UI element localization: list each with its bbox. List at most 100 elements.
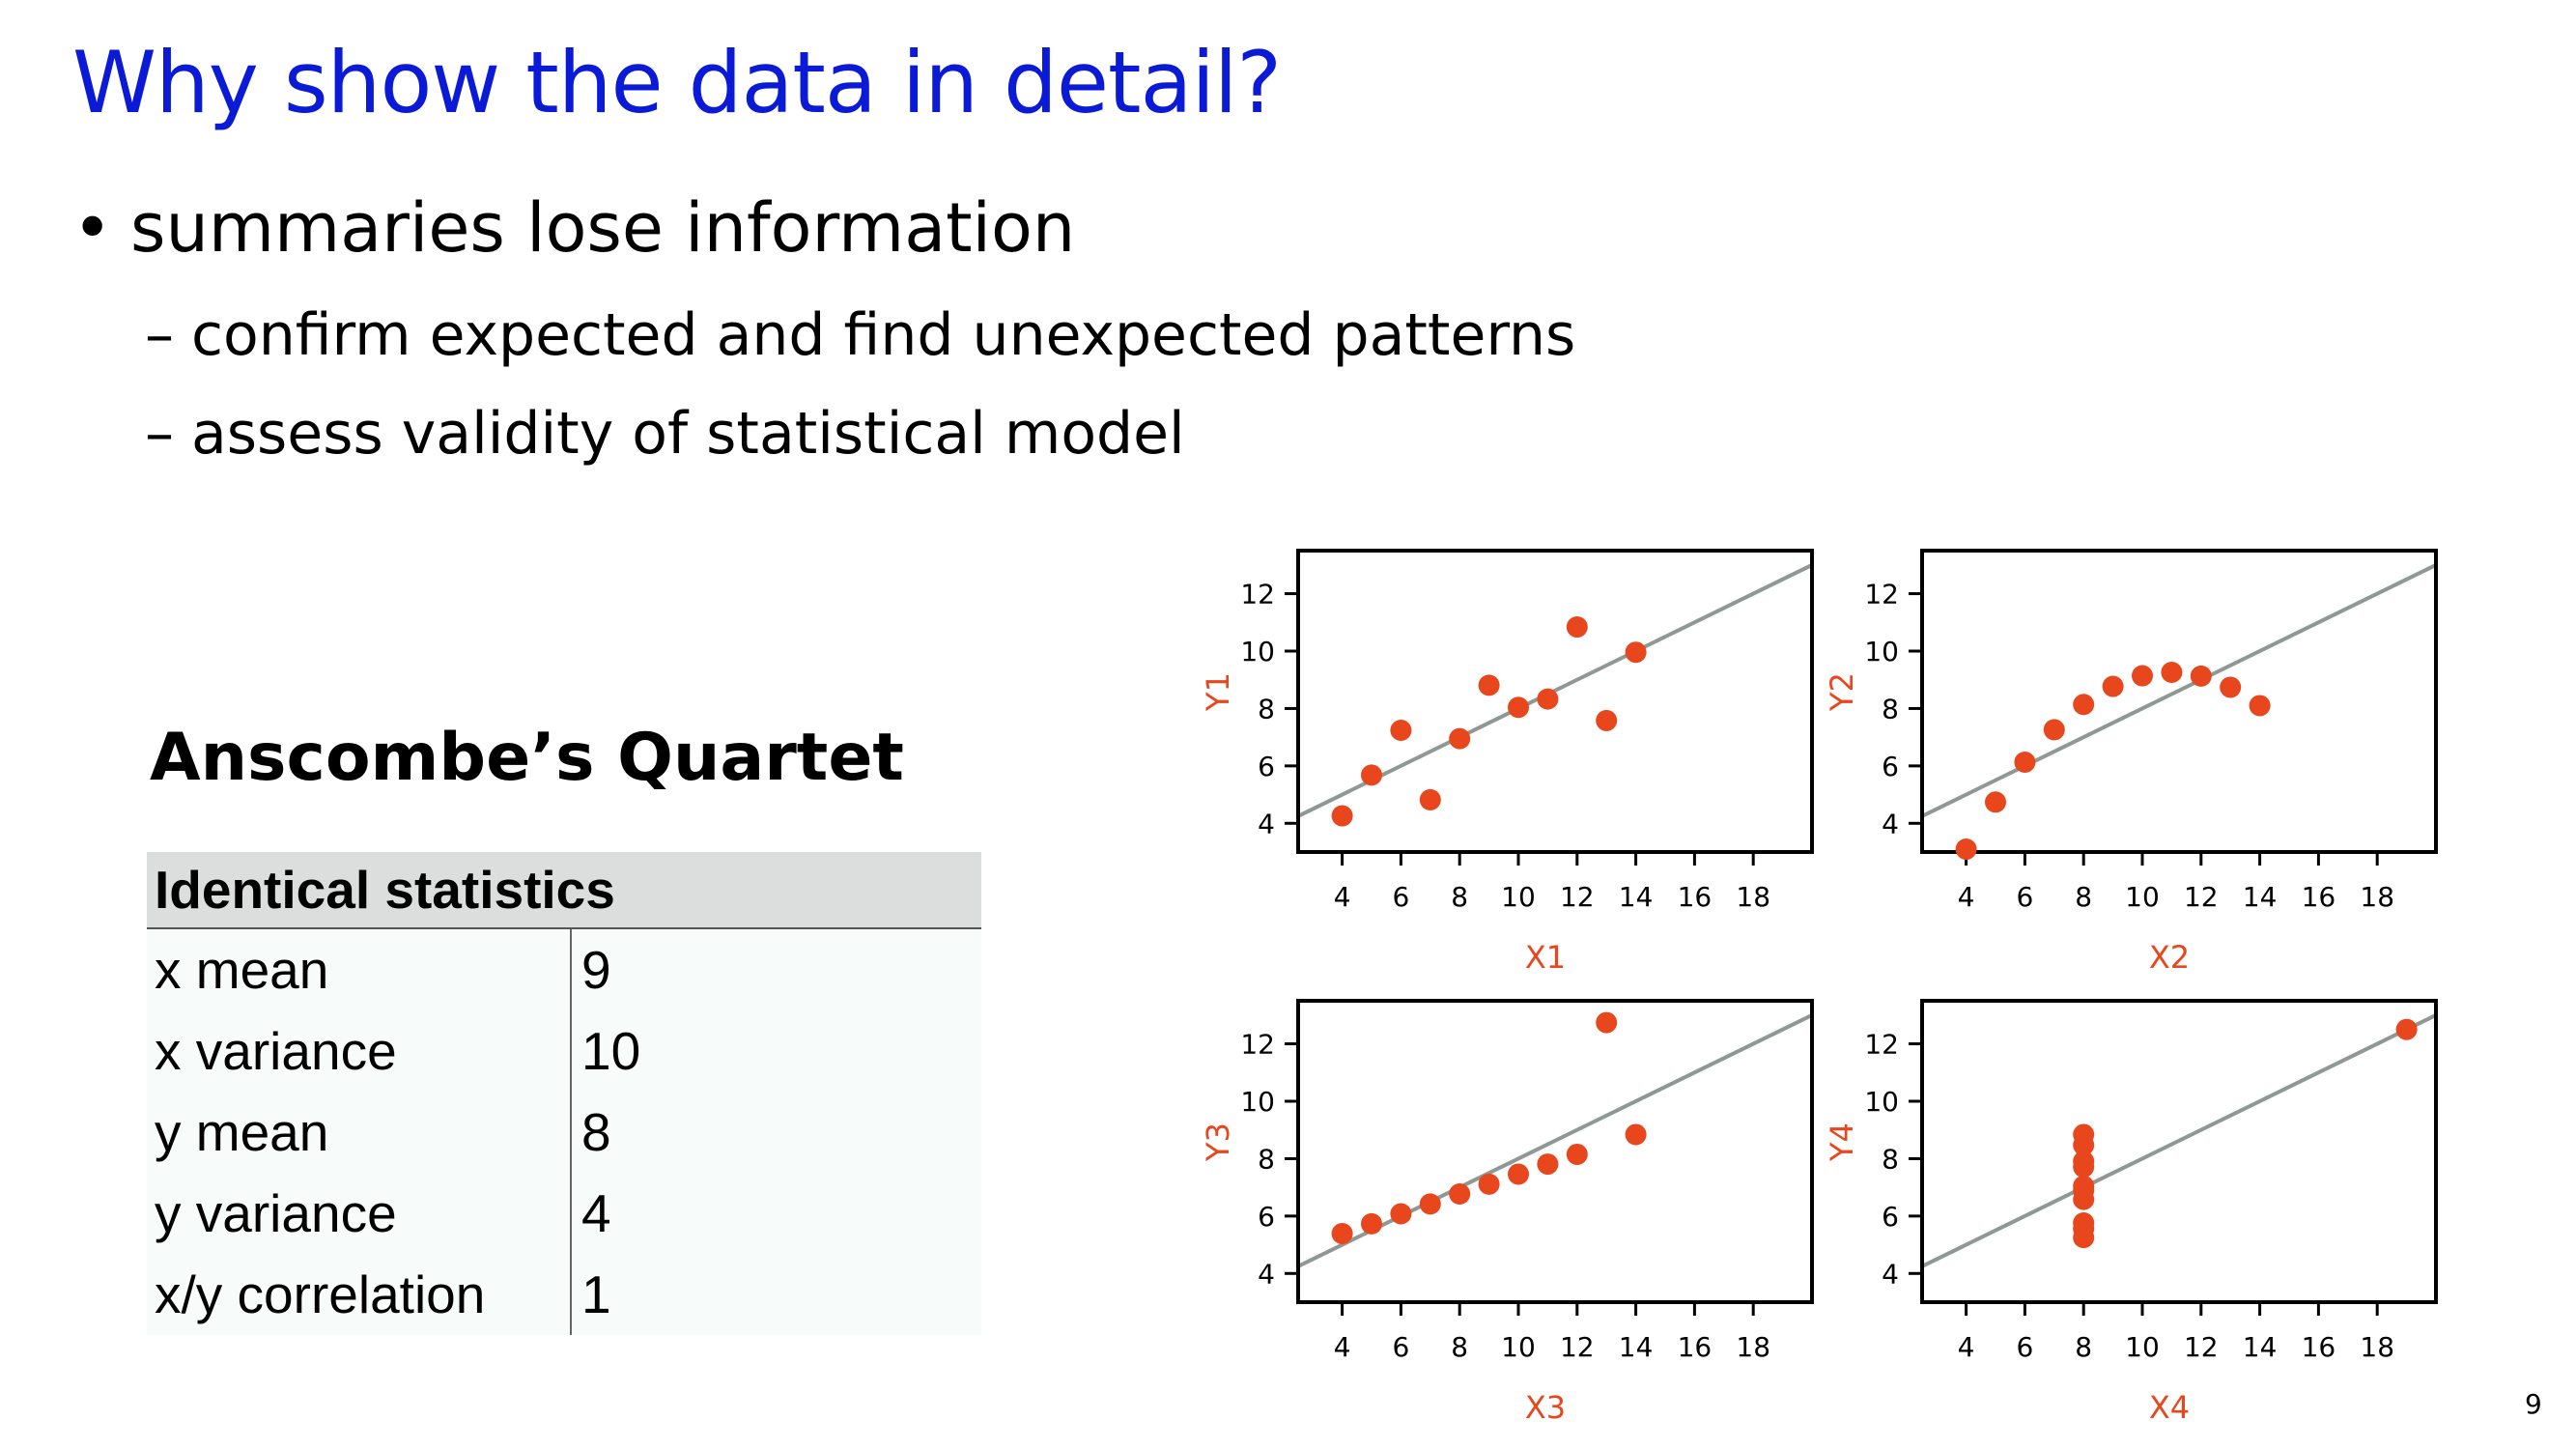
plot-frame [1920, 999, 2438, 1304]
fit-line [1298, 1012, 1812, 1269]
y-tick-label: 6 [1258, 751, 1275, 782]
x-axis-label: X1 [1525, 939, 1566, 976]
fit-line [1298, 562, 1812, 819]
y-axis-label: Y4 [1824, 1122, 1860, 1162]
x-tick-label: 6 [1392, 1331, 1409, 1363]
x-tick-label: 16 [1678, 1331, 1713, 1363]
x-tick-label: 8 [1451, 1331, 1468, 1363]
data-point [2220, 676, 2242, 698]
y-tick-label: 4 [1882, 1258, 1899, 1290]
y-tick-label: 10 [1240, 1086, 1275, 1118]
x-axis-label: X2 [2149, 939, 2190, 976]
x-tick-label: 18 [2360, 881, 2394, 913]
x-tick-label: 6 [2016, 881, 2033, 913]
data-point [2395, 1018, 2418, 1040]
data-point [1478, 1173, 1500, 1195]
sub-bullet-2: – assess validity of statistical model [145, 400, 1185, 468]
x-axis-label: X4 [2149, 1389, 2190, 1426]
y-tick-label: 8 [1258, 1143, 1275, 1175]
data-point [1390, 1203, 1412, 1225]
scatter-panel-4: 4 6 8 10 12 14 16 18 4 6 8 10 12 X4 Y4 [1824, 999, 2438, 1426]
data-point [2132, 665, 2153, 687]
data-point [1419, 788, 1441, 810]
x-tick-label: 8 [2075, 1331, 2092, 1363]
y-axis-label: Y1 [1200, 672, 1236, 712]
data-point [2073, 1179, 2095, 1202]
data-point [1596, 1011, 1618, 1034]
x-tick-label: 10 [1501, 1331, 1536, 1363]
data-point [1625, 1123, 1647, 1146]
x-tick-label: 4 [1334, 1331, 1351, 1363]
x-tick-label: 14 [2243, 1331, 2278, 1363]
table-row: y variance 4 [147, 1173, 981, 1254]
y-tick-label: 4 [1258, 808, 1275, 839]
x-tick-label: 14 [2243, 881, 2278, 913]
data-point [1537, 1153, 1559, 1176]
y-tick-label: 6 [1882, 751, 1899, 782]
data-point [1955, 838, 1977, 861]
y-tick-label: 8 [1882, 693, 1899, 724]
data-point [2073, 1217, 2095, 1239]
row-value: 1 [581, 1264, 611, 1324]
x-tick-label: 12 [2184, 1331, 2219, 1363]
plot-frame [1296, 999, 1814, 1304]
data-point [2249, 695, 2271, 717]
data-point [1390, 720, 1412, 742]
data-point [1508, 696, 1529, 719]
x-tick-label: 16 [2302, 1331, 2336, 1363]
x-tick-label: 12 [1560, 1331, 1595, 1363]
data-point [1331, 805, 1353, 827]
x-tick-label: 18 [2360, 1331, 2394, 1363]
data-point [2102, 675, 2124, 697]
x-tick-label: 6 [2016, 1331, 2033, 1363]
data-point [1625, 641, 1647, 664]
data-point [2043, 719, 2065, 741]
data-point [2161, 661, 2183, 683]
row-label: y mean [147, 1092, 572, 1173]
scatter-panel-3: 4 6 8 10 12 14 16 18 4 6 8 10 12 X3 Y3 [1200, 999, 1814, 1426]
row-value: 10 [581, 1021, 641, 1081]
fit-line [1922, 1012, 2436, 1269]
data-point [1566, 1143, 1588, 1165]
row-value: 4 [581, 1183, 611, 1243]
data-point [1566, 616, 1588, 639]
x-tick-label: 10 [2125, 881, 2160, 913]
y-tick-label: 4 [1258, 1258, 1275, 1290]
scatter-panel-1: 4 6 8 10 12 14 16 18 4 6 8 10 12 X1 Y1 [1200, 549, 1814, 976]
x-tick-label: 8 [1451, 881, 1468, 913]
main-bullet-text: summaries lose information [130, 188, 1076, 268]
sub-bullet-text: confirm expected and find unexpected pat… [191, 301, 1576, 369]
y-tick-label: 8 [1882, 1143, 1899, 1175]
data-point [1449, 727, 1471, 750]
row-label: y variance [147, 1173, 572, 1254]
sub-bullet-marker: – [145, 301, 174, 369]
x-tick-label: 16 [1678, 881, 1713, 913]
row-label: x variance [147, 1010, 572, 1092]
sub-bullet-text: assess validity of statistical model [191, 400, 1185, 468]
row-label: x mean [147, 929, 572, 1010]
x-tick-label: 18 [1736, 881, 1770, 913]
fit-line [1922, 562, 2436, 819]
table-row: x/y correlation 1 [147, 1254, 981, 1335]
y-axis-label: Y3 [1200, 1122, 1236, 1162]
y-tick-label: 6 [1258, 1201, 1275, 1233]
table-body: x mean 9 x variance 10 y mean 8 y variance 4… [147, 929, 981, 1335]
bullet-marker: • [72, 188, 113, 268]
x-axis-label: X3 [1525, 1389, 1566, 1426]
data-point [1331, 1222, 1353, 1244]
y-axis-label: Y2 [1824, 672, 1860, 712]
data-point [1478, 674, 1500, 696]
data-point [2190, 665, 2212, 687]
x-tick-label: 14 [1619, 1331, 1654, 1363]
table-row: y mean 8 [147, 1092, 981, 1173]
x-tick-label: 18 [1736, 1331, 1770, 1363]
data-point [1361, 1212, 1382, 1235]
data-point [1361, 764, 1382, 786]
y-tick-label: 8 [1258, 693, 1275, 724]
scatter-panel-2: 4 6 8 10 12 14 16 18 4 6 8 10 12 X2 Y2 [1824, 549, 2438, 976]
sub-bullet-1: – confirm expected and find unexpected pa… [145, 301, 1575, 369]
y-tick-label: 6 [1882, 1201, 1899, 1233]
x-tick-label: 10 [1501, 881, 1536, 913]
data-point [1537, 688, 1559, 710]
y-tick-label: 10 [1864, 636, 1899, 668]
